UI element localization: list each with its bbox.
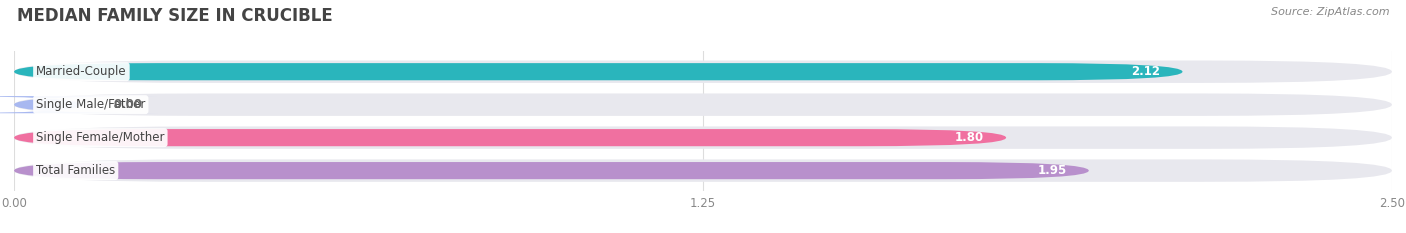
FancyBboxPatch shape bbox=[14, 93, 1392, 116]
FancyBboxPatch shape bbox=[14, 129, 1007, 146]
FancyBboxPatch shape bbox=[14, 127, 1392, 149]
Text: Single Male/Father: Single Male/Father bbox=[37, 98, 145, 111]
FancyBboxPatch shape bbox=[14, 63, 1182, 80]
FancyBboxPatch shape bbox=[14, 61, 1392, 83]
Text: Married-Couple: Married-Couple bbox=[37, 65, 127, 78]
FancyBboxPatch shape bbox=[14, 162, 1088, 179]
Text: 2.12: 2.12 bbox=[1132, 65, 1160, 78]
Text: 1.95: 1.95 bbox=[1038, 164, 1067, 177]
Text: Single Female/Mother: Single Female/Mother bbox=[37, 131, 165, 144]
Text: 0.00: 0.00 bbox=[114, 98, 142, 111]
Text: Total Families: Total Families bbox=[37, 164, 115, 177]
Text: 1.80: 1.80 bbox=[955, 131, 984, 144]
FancyBboxPatch shape bbox=[14, 159, 1392, 182]
Text: Source: ZipAtlas.com: Source: ZipAtlas.com bbox=[1271, 7, 1389, 17]
Text: MEDIAN FAMILY SIZE IN CRUCIBLE: MEDIAN FAMILY SIZE IN CRUCIBLE bbox=[17, 7, 333, 25]
FancyBboxPatch shape bbox=[0, 96, 157, 113]
